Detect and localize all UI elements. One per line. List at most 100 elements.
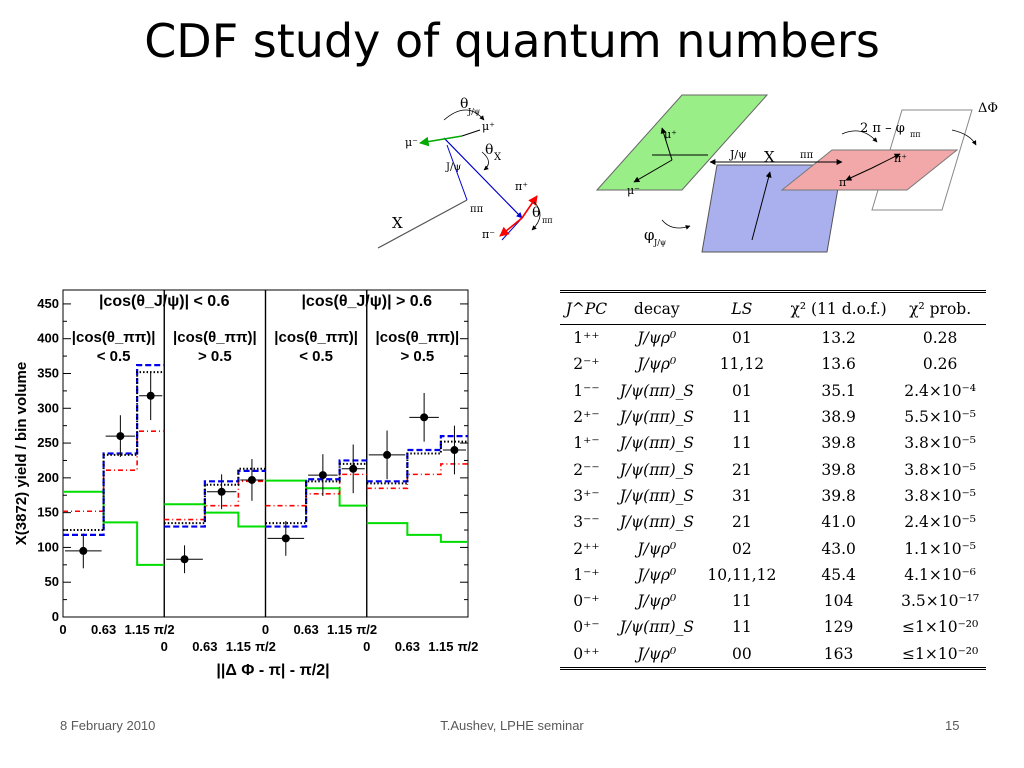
left-pipi-label: ππ [470, 204, 484, 215]
x-tick-label: 0 [161, 639, 168, 654]
cell-chi2-prob: 5.5×10⁻⁵ [904, 408, 976, 427]
panel-cut: < 0.5 [97, 348, 131, 365]
theta-jpsi-label: θ [460, 96, 468, 112]
left-pi-minus: π⁻ [482, 228, 495, 241]
cell-chi2-prob: 3.8×10⁻⁵ [904, 434, 976, 453]
y-tick-label: 200 [37, 470, 59, 485]
cell-decay: J/ψρ⁰ [637, 565, 677, 584]
cell-chi2: 43.0 [821, 539, 856, 558]
cell-decay: J/ψ(ππ)_S [619, 408, 695, 427]
data-point [217, 487, 226, 496]
cell-ls: 21 [732, 513, 752, 532]
data-point [247, 475, 256, 484]
cell-chi2-prob: 2.4×10⁻⁵ [904, 513, 976, 532]
cell-decay: J/ψ(ππ)_S [619, 434, 695, 453]
left-mu-plus: μ⁺ [482, 120, 495, 133]
pipi-decay-plane [780, 149, 959, 191]
cell-jpc: 1⁻⁻ [573, 381, 600, 400]
cell-decay: J/ψ(ππ)_S [619, 460, 695, 479]
table-row: 2⁺⁺ J/ψρ⁰ 02 43.0 1.1×10⁻⁵ [560, 535, 986, 561]
cell-jpc: 2⁻⁺ [573, 355, 600, 374]
svg-text:ππ: ππ [542, 216, 553, 225]
cell-chi2: 38.9 [821, 408, 856, 427]
cell-chi2-prob: 0.28 [922, 329, 958, 348]
cell-decay: J/ψρ⁰ [612, 640, 701, 670]
series-red-dashdot-line [164, 480, 266, 521]
x-tick-label: 0.63 [293, 622, 318, 637]
right-pipi-label: ππ [800, 150, 814, 161]
cell-chi2: 104 [823, 592, 854, 611]
table-row: 2⁻⁻ J/ψ(ππ)_S 21 39.8 3.8×10⁻⁵ [560, 456, 986, 482]
cell-ls: 01 [732, 329, 752, 348]
cell-ls: 11 [732, 618, 752, 637]
table-row: 1⁻⁻ J/ψ(ππ)_S 01 35.1 2.4×10⁻⁴ [560, 378, 986, 404]
cell-chi2: 39.8 [821, 486, 856, 505]
cell-jpc: 3⁻⁻ [573, 513, 600, 532]
left-pi-plus: π⁺ [515, 180, 528, 193]
col-header-chi2-prob: χ² prob. [894, 290, 986, 325]
panel-label: |cos(θ_ππ)| [173, 329, 257, 346]
cell-decay: J/ψ(ππ)_S [619, 618, 695, 637]
pi-minus-arrow [499, 217, 523, 237]
cell-ls: 11,12 [719, 355, 765, 374]
cell-jpc: 0⁺⁺ [560, 640, 613, 670]
cell-jpc: 2⁺⁺ [573, 539, 600, 558]
cell-ls: 31 [732, 486, 752, 505]
x-axis-label: ||Δ Φ - π| - π/2| [216, 662, 329, 679]
x-tick-label: π/2 [255, 639, 276, 654]
table-header-row: J^PC decay LS χ² (11 d.o.f.) χ² prob. [560, 290, 986, 325]
data-point [146, 391, 155, 400]
panel-cut: > 0.5 [400, 348, 434, 365]
panel-label: |cos(θ_ππ)| [274, 329, 358, 346]
cell-ls: 02 [732, 539, 752, 558]
delta-phi-label: ΔΦ [978, 101, 998, 116]
table-row: 3⁺⁻ J/ψ(ππ)_S 31 39.8 3.8×10⁻⁵ [560, 483, 986, 509]
cell-chi2-prob: ≤1×10⁻²⁰ [894, 640, 986, 670]
left-x-label: X [392, 214, 403, 232]
x-tick-label: 0 [59, 622, 66, 637]
data-point [450, 446, 459, 455]
series-green-solid-line [366, 522, 468, 543]
svg-text:J/ψ: J/ψ [467, 107, 480, 116]
table-row: 0⁻⁺ J/ψρ⁰ 11 104 3.5×10⁻¹⁷ [560, 588, 986, 614]
cell-ls: 11 [732, 408, 752, 427]
right-jpsi-label: J/ψ [729, 148, 747, 161]
cell-decay: J/ψρ⁰ [637, 329, 677, 348]
y-axis-label: X(3872) yield / bin volume [13, 362, 30, 545]
cell-ls: 01 [732, 381, 752, 400]
cell-jpc: 1⁺⁻ [573, 434, 600, 453]
cell-decay: J/ψ(ππ)_S [619, 513, 695, 532]
panel-cut: < 0.5 [299, 348, 333, 365]
series-red-dashdot-line [265, 473, 367, 507]
cell-decay: J/ψρ⁰ [637, 539, 677, 558]
y-tick-label: 250 [37, 435, 59, 450]
theta-pipi-label: θ [532, 205, 540, 221]
decay-angle-diagrams: X μ⁻ μ⁺ θ J/ψ θ X J/ψ ππ π⁺ π⁻ θ ππ [377, 94, 998, 253]
footer-date: 8 February 2010 [60, 718, 156, 733]
cell-ls: 11 [732, 592, 752, 611]
right-mu-plus: μ⁺ [664, 128, 677, 141]
svg-text:J/ψ: J/ψ [653, 238, 666, 247]
x-tick-label: π/2 [356, 622, 377, 637]
cell-jpc: 1⁺⁺ [573, 329, 600, 348]
series-blue-dashed-line [63, 364, 165, 537]
x-tick-label: π/2 [458, 639, 478, 654]
cell-decay: J/ψρ⁰ [637, 355, 677, 374]
y-tick-label: 450 [37, 296, 59, 311]
svg-text:ππ: ππ [910, 130, 921, 139]
left-jpsi-label: J/ψ [445, 162, 461, 173]
x-tick-label: 1.15 [428, 639, 453, 654]
jpsi-decay-plane [595, 94, 769, 191]
x-tick-label: 0 [363, 639, 370, 654]
panel-header-right: |cos(θ_J/ψ)| > 0.6 [301, 293, 432, 310]
data-point [318, 471, 327, 480]
y-tick-label: 150 [37, 505, 59, 520]
quantum-numbers-table: J^PC decay LS χ² (11 d.o.f.) χ² prob. 1⁺… [560, 290, 986, 670]
cell-ls: 11 [732, 434, 752, 453]
table-row: 0⁺⁺ J/ψρ⁰ 00 163 ≤1×10⁻²⁰ [560, 640, 986, 670]
slide-title: CDF study of quantum numbers [144, 14, 880, 68]
left-mu-minus: μ⁻ [405, 136, 418, 149]
cell-chi2: 39.8 [821, 434, 856, 453]
cell-chi2-prob: 2.4×10⁻⁴ [904, 381, 976, 400]
right-pi-minus: π⁻ [839, 176, 852, 189]
